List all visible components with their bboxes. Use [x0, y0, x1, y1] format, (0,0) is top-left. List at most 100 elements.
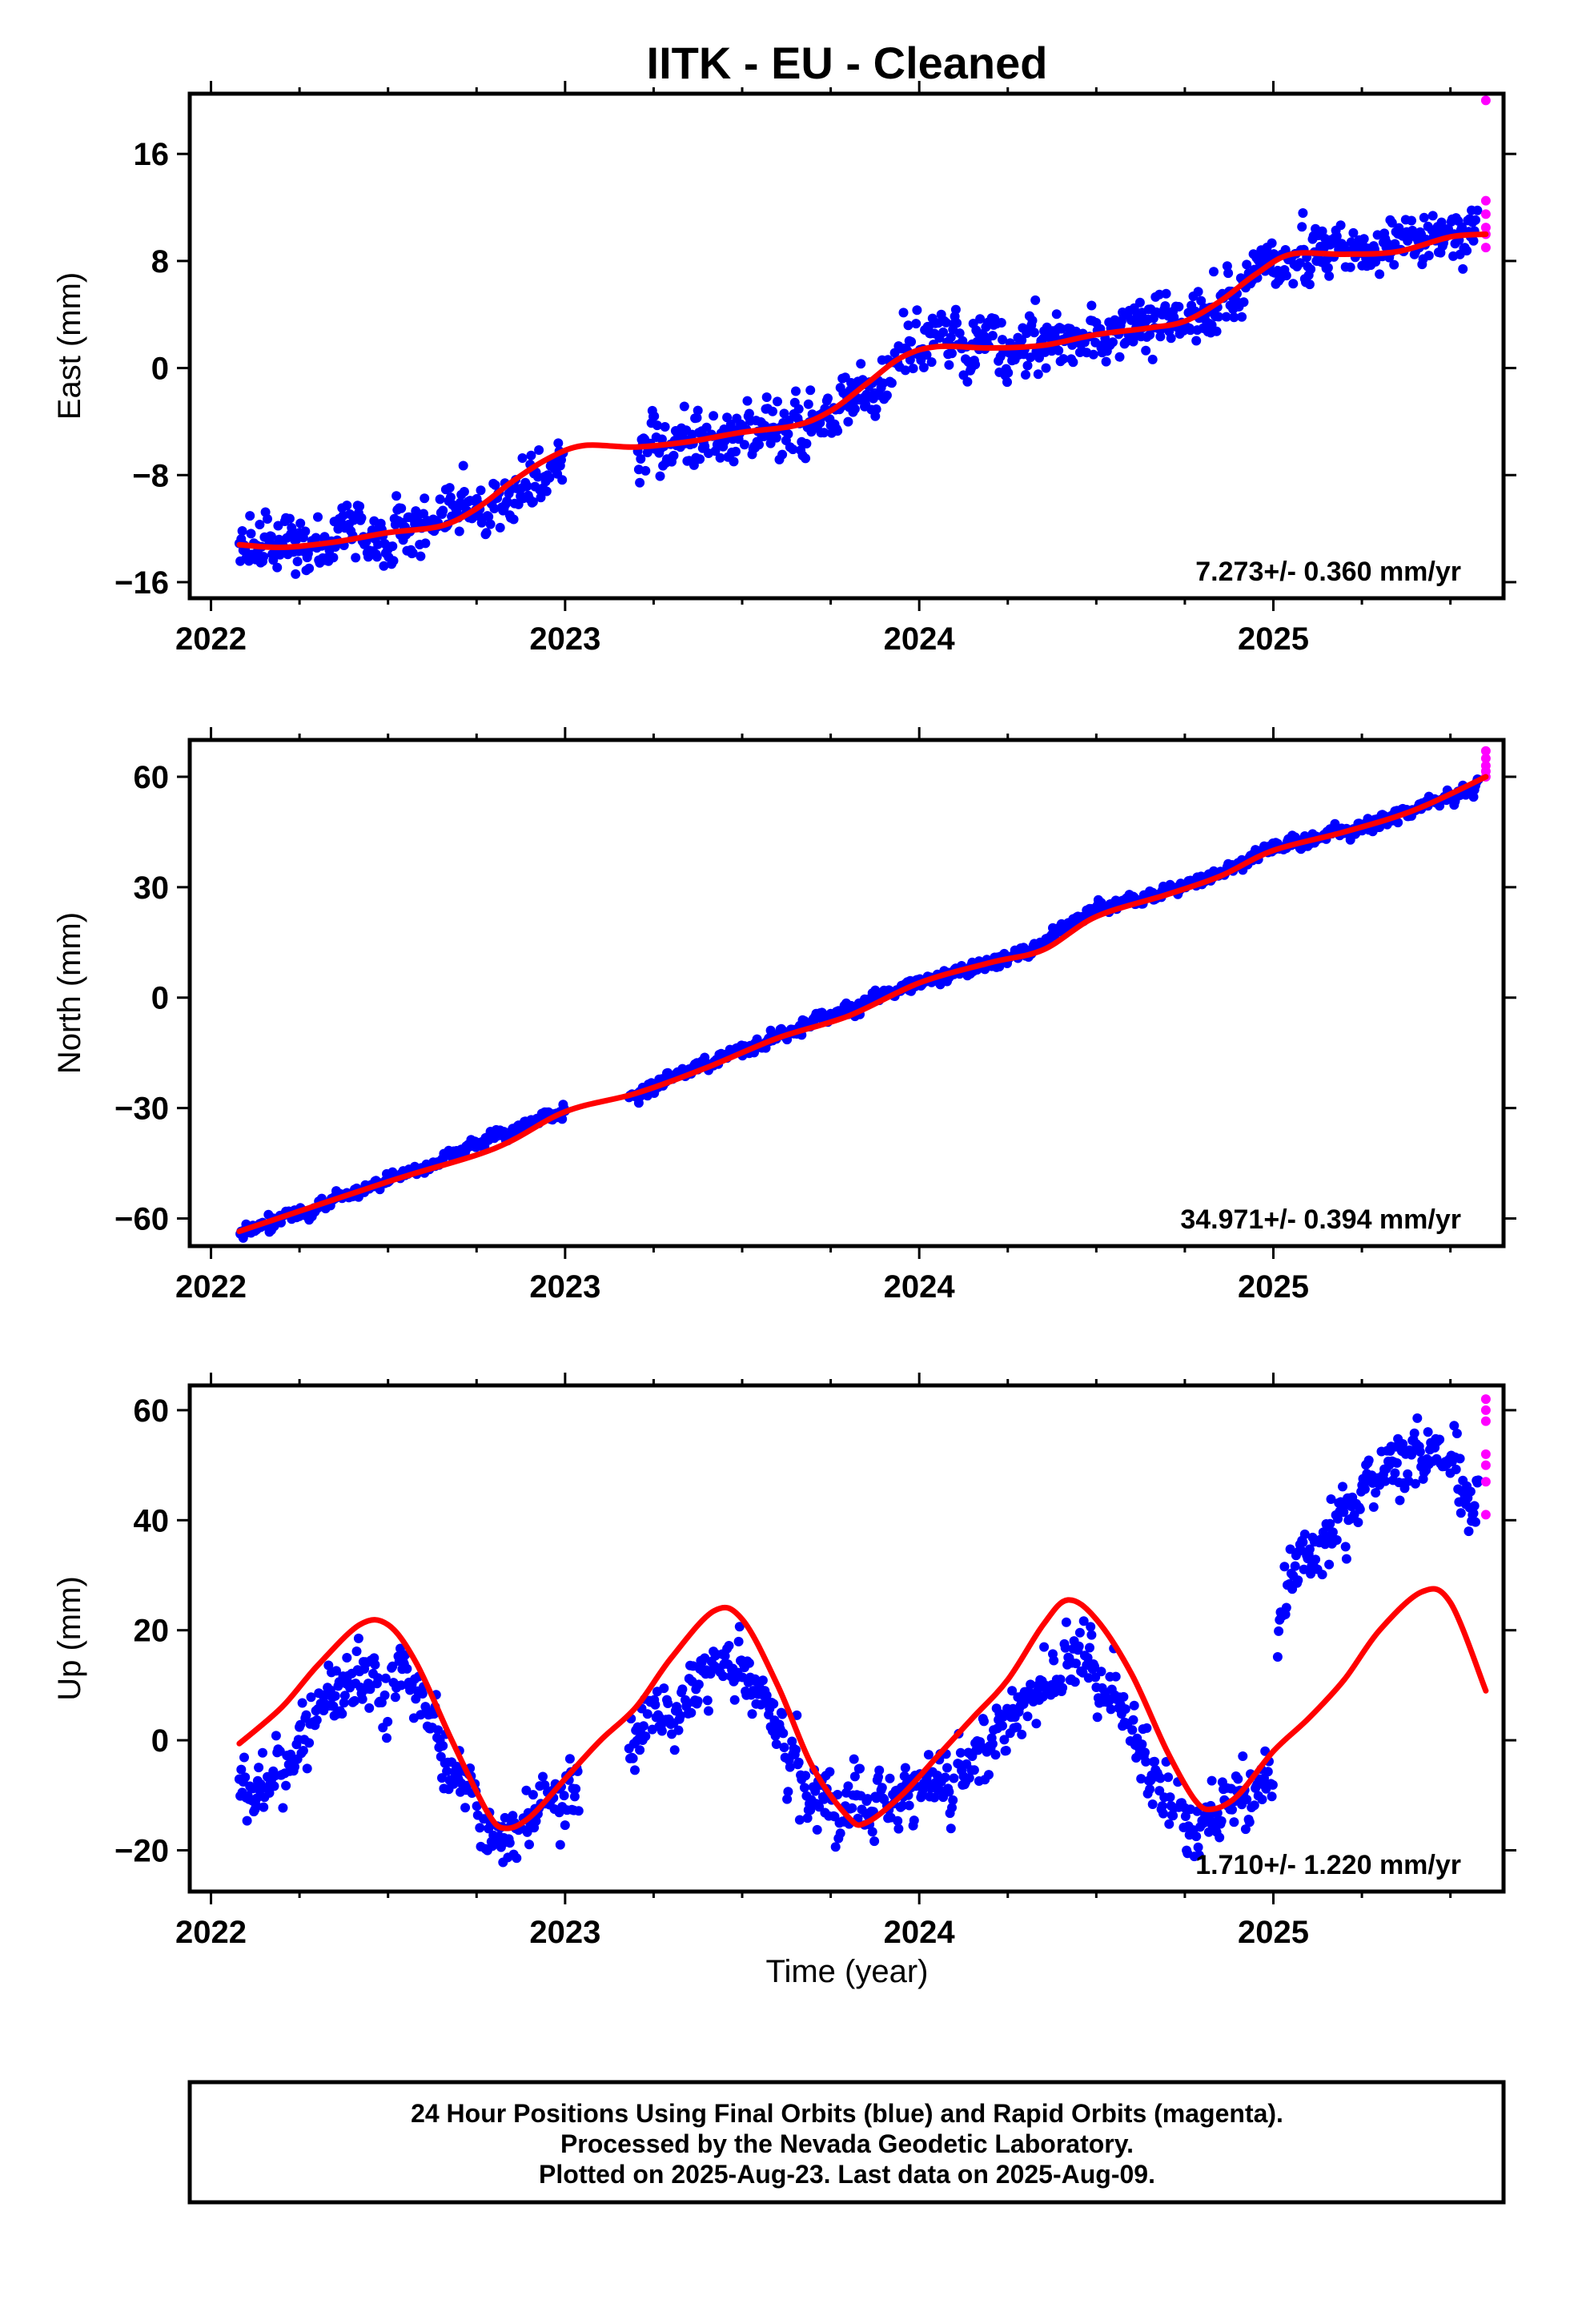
final-point	[237, 526, 247, 536]
final-point	[693, 1679, 704, 1690]
final-point	[330, 1691, 340, 1701]
final-point	[969, 1765, 979, 1775]
final-point	[702, 1695, 713, 1706]
final-point	[246, 529, 256, 539]
final-point	[1030, 295, 1041, 305]
x-axis-title: Time (year)	[766, 1954, 929, 1989]
rapid-point	[1480, 243, 1491, 253]
final-point	[1161, 288, 1171, 299]
final-point	[660, 422, 670, 432]
final-point	[998, 335, 1007, 345]
final-point	[1240, 1824, 1251, 1835]
x-tick-label: 2022	[175, 1269, 247, 1305]
final-point	[709, 411, 719, 421]
final-point	[720, 1651, 730, 1661]
final-point	[693, 1696, 703, 1707]
final-point	[1363, 1455, 1374, 1466]
final-point	[254, 1763, 264, 1773]
final-point	[437, 1773, 447, 1783]
final-point	[810, 1786, 821, 1796]
final-point	[286, 1749, 296, 1759]
y-tick-label: 40	[134, 1503, 170, 1538]
final-point	[339, 1698, 349, 1708]
final-point	[438, 1741, 448, 1751]
final-point	[1150, 1756, 1160, 1767]
final-point	[856, 359, 866, 369]
final-point	[814, 1802, 825, 1812]
final-point	[704, 1706, 713, 1716]
final-point	[921, 350, 932, 360]
final-point	[1118, 1691, 1129, 1702]
final-point	[476, 485, 486, 496]
final-point	[940, 1772, 950, 1783]
final-point	[725, 419, 736, 429]
x-tick-label: 2024	[884, 621, 956, 657]
final-point	[1353, 1518, 1363, 1527]
final-point	[239, 1752, 249, 1763]
y-axis-east: 16 8 0 −8 −16	[114, 137, 1516, 601]
final-point	[408, 548, 418, 558]
final-point	[1054, 345, 1064, 356]
final-point	[871, 1793, 881, 1803]
final-point	[379, 561, 389, 571]
final-point	[1086, 1630, 1097, 1640]
final-point	[240, 1772, 251, 1783]
final-point	[970, 360, 981, 370]
final-point	[673, 1725, 684, 1735]
final-point	[803, 399, 813, 409]
final-point	[1106, 1704, 1116, 1715]
final-point	[679, 401, 689, 412]
final-point	[847, 1803, 857, 1813]
final-point	[512, 1853, 522, 1864]
plot-frame-north	[187, 738, 1506, 1248]
final-point	[255, 520, 265, 529]
final-point	[304, 1738, 315, 1748]
final-point	[311, 533, 321, 543]
rate-label-north: 34.971+/- 0.394 mm/yr	[1180, 1204, 1461, 1235]
final-point	[517, 453, 528, 463]
final-point	[328, 553, 339, 563]
final-point	[938, 327, 949, 337]
final-point	[1086, 300, 1097, 311]
final-point	[365, 1684, 375, 1695]
final-point	[1281, 271, 1291, 281]
final-point	[573, 1806, 584, 1816]
final-point	[1423, 251, 1434, 261]
final-point	[1108, 337, 1118, 348]
final-point	[1160, 301, 1170, 312]
final-point	[526, 450, 536, 460]
final-point	[1126, 315, 1136, 325]
panels-group: 2022 2023 2024 2025 16 8 0 −8 −16 East (mm) 7.273+…	[52, 81, 1516, 1989]
final-point	[650, 1699, 661, 1710]
final-point	[792, 1710, 802, 1720]
x-tick-label: 2022	[175, 621, 247, 657]
final-point	[1464, 1526, 1474, 1537]
final-point	[396, 503, 407, 513]
final-point	[442, 1766, 452, 1776]
final-point	[947, 348, 957, 359]
final-point	[458, 460, 468, 471]
final-point	[1239, 297, 1249, 308]
final-point	[390, 1692, 400, 1703]
x-tick-label: 2023	[529, 621, 600, 657]
y-tick-label: 30	[134, 870, 170, 906]
final-point	[693, 405, 703, 416]
final-point	[313, 512, 323, 522]
final-point	[1469, 1501, 1480, 1511]
final-point	[1407, 215, 1416, 226]
final-point	[1215, 1832, 1225, 1843]
final-point	[355, 501, 365, 512]
final-point	[292, 557, 303, 567]
final-point	[290, 1762, 299, 1772]
y-tick-label: −8	[132, 458, 169, 493]
final-point	[1359, 234, 1369, 244]
final-point	[1299, 1564, 1309, 1574]
final-point	[1456, 1508, 1466, 1518]
final-point	[849, 1754, 859, 1764]
final-point	[1423, 1427, 1433, 1437]
rapid-orbit-points-north	[1480, 746, 1491, 782]
final-point	[1141, 1756, 1151, 1767]
final-point	[777, 449, 788, 460]
final-point	[630, 1765, 640, 1775]
final-point	[1229, 312, 1239, 323]
